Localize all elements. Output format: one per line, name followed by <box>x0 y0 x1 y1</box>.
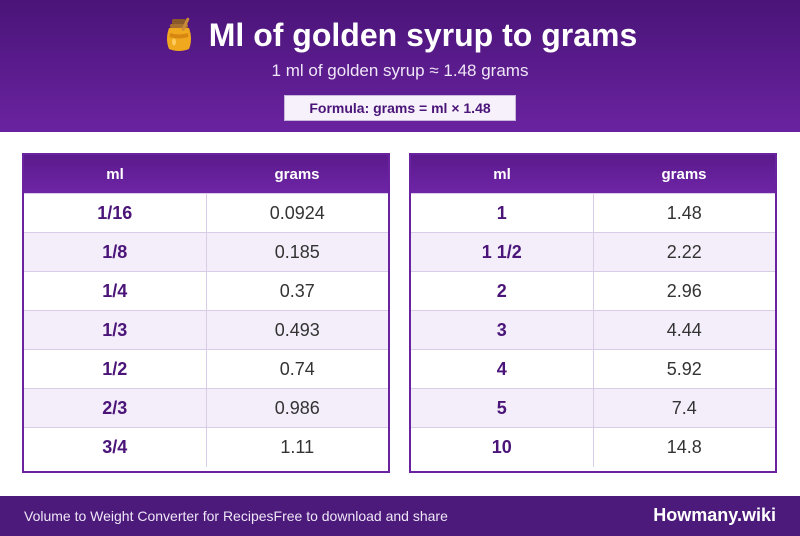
ml-cell: 3/4 <box>24 427 207 467</box>
header: Ml of golden syrup to grams 1 ml of gold… <box>0 0 800 132</box>
ml-cell: 1/16 <box>24 193 207 233</box>
table-header-row: ml grams <box>24 155 388 194</box>
column-header-ml: ml <box>24 155 206 194</box>
ml-cell: 1/3 <box>24 310 207 350</box>
table-left: ml grams 1/16 0.0924 1/8 0.185 1/4 0.37 … <box>24 155 388 467</box>
grams-cell: 0.986 <box>206 388 388 428</box>
table-row: 4 5.92 <box>411 349 775 389</box>
ml-cell: 1 <box>411 193 594 233</box>
grams-cell: 5.92 <box>593 349 775 389</box>
table-row: 1/4 0.37 <box>24 271 388 311</box>
table-header-row: ml grams <box>411 155 775 194</box>
grams-cell: 2.22 <box>593 232 775 272</box>
title-row: Ml of golden syrup to grams <box>0 14 800 56</box>
column-header-grams: grams <box>593 155 775 194</box>
table-row: 5 7.4 <box>411 388 775 428</box>
page-subtitle: 1 ml of golden syrup ≈ 1.48 grams <box>271 61 529 80</box>
ml-cell: 1/8 <box>24 232 207 272</box>
table-row: 1 1/2 2.22 <box>411 232 775 272</box>
ml-cell: 4 <box>411 349 594 389</box>
table-row: 1 1.48 <box>411 193 775 233</box>
formula-badge: Formula: grams = ml × 1.48 <box>284 95 516 121</box>
table-right: ml grams 1 1.48 1 1/2 2.22 2 2.96 3 4.44 <box>411 155 775 467</box>
page-title: Ml of golden syrup to grams <box>208 16 638 53</box>
brand-link[interactable]: Howmany.wiki <box>653 505 776 525</box>
grams-cell: 14.8 <box>593 427 775 467</box>
table-row: 1/2 0.74 <box>24 349 388 389</box>
table-row: 1/3 0.493 <box>24 310 388 350</box>
grams-cell: 2.96 <box>593 271 775 311</box>
ml-cell: 2/3 <box>24 388 207 428</box>
honey-jar-icon <box>163 17 195 53</box>
footer-tagline: Volume to Weight Converter for RecipesFr… <box>24 508 448 524</box>
column-header-ml: ml <box>411 155 593 194</box>
table-row: 3/4 1.11 <box>24 427 388 467</box>
grams-cell: 0.74 <box>206 349 388 389</box>
grams-cell: 7.4 <box>593 388 775 428</box>
grams-cell: 0.493 <box>206 310 388 350</box>
conversion-table-right: ml grams 1 1.48 1 1/2 2.22 2 2.96 3 4.44 <box>409 153 777 473</box>
ml-cell: 5 <box>411 388 594 428</box>
conversion-table-left: ml grams 1/16 0.0924 1/8 0.185 1/4 0.37 … <box>22 153 390 473</box>
table-row: 1/8 0.185 <box>24 232 388 272</box>
column-header-grams: grams <box>206 155 388 194</box>
table-row: 2/3 0.986 <box>24 388 388 428</box>
ml-cell: 10 <box>411 427 594 467</box>
ml-cell: 2 <box>411 271 594 311</box>
table-row: 10 14.8 <box>411 427 775 467</box>
grams-cell: 1.11 <box>206 427 388 467</box>
table-row: 3 4.44 <box>411 310 775 350</box>
grams-cell: 0.185 <box>206 232 388 272</box>
footer: Volume to Weight Converter for RecipesFr… <box>0 496 800 536</box>
table-row: 2 2.96 <box>411 271 775 311</box>
ml-cell: 1/2 <box>24 349 207 389</box>
grams-cell: 1.48 <box>593 193 775 233</box>
ml-cell: 3 <box>411 310 594 350</box>
grams-cell: 0.37 <box>206 271 388 311</box>
grams-cell: 0.0924 <box>206 193 388 233</box>
grams-cell: 4.44 <box>593 310 775 350</box>
ml-cell: 1/4 <box>24 271 207 311</box>
ml-cell: 1 1/2 <box>411 232 594 272</box>
table-row: 1/16 0.0924 <box>24 193 388 233</box>
